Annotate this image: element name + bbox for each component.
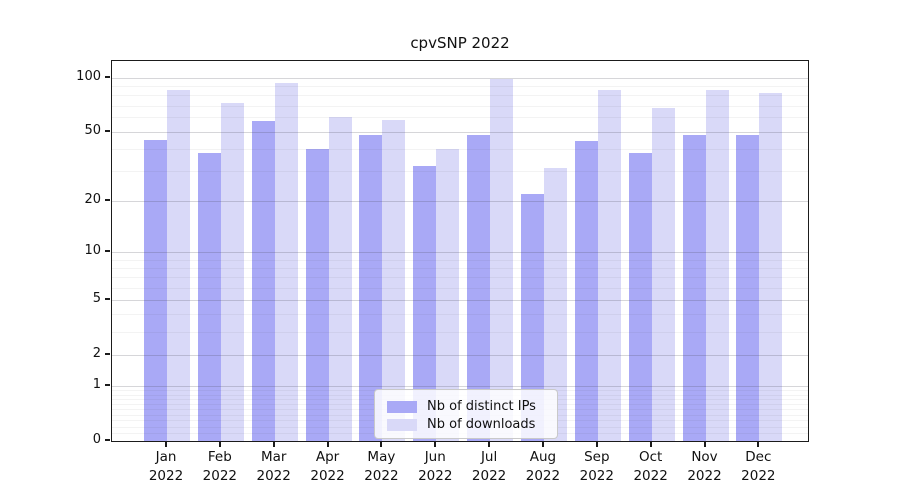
legend-label-distinct-ips: Nb of distinct IPs <box>427 399 536 414</box>
bars-layer <box>112 61 808 441</box>
x-tick-label: Oct 2022 <box>633 449 668 484</box>
y-tick-mark <box>105 352 110 355</box>
bar-downloads-dec <box>759 93 783 441</box>
bar-downloads-jul <box>490 79 514 441</box>
bar-distinct-ips-nov <box>682 134 706 441</box>
x-tick-label: Feb 2022 <box>202 449 238 484</box>
bar-downloads-mar <box>274 82 298 441</box>
x-tick-mark <box>649 442 652 447</box>
x-tick-label: May 2022 <box>364 449 399 484</box>
bar-distinct-ips-oct <box>628 152 652 441</box>
chart-title: cpvSNP 2022 <box>410 34 510 52</box>
legend-row-distinct-ips: Nb of distinct IPs <box>387 398 547 415</box>
x-tick-label: Mar 2022 <box>256 449 291 484</box>
bar-downloads-apr <box>328 117 352 441</box>
bar-downloads-oct <box>651 107 675 441</box>
y-tick-label: 100 <box>76 68 101 84</box>
legend-row-downloads: Nb of downloads <box>387 416 547 433</box>
x-tick-mark <box>488 442 491 447</box>
bar-downloads-may <box>382 120 406 441</box>
x-tick-label: Jul 2022 <box>471 449 507 484</box>
y-tick-mark <box>105 297 110 300</box>
bar-downloads-nov <box>705 89 729 441</box>
y-tick-label: 5 <box>92 290 101 306</box>
x-tick-label: Jun 2022 <box>418 449 453 484</box>
y-tick-label: 1 <box>92 377 101 393</box>
bar-distinct-ips-jan <box>144 139 167 441</box>
x-tick-mark <box>757 442 760 447</box>
bar-distinct-ips-jun <box>413 165 437 441</box>
bar-downloads-feb <box>220 103 244 441</box>
y-tick-label: 20 <box>84 192 101 208</box>
x-tick-mark <box>434 442 437 447</box>
bar-distinct-ips-feb <box>197 152 221 441</box>
bar-distinct-ips-apr <box>305 148 329 441</box>
x-tick-mark <box>272 442 275 447</box>
bar-distinct-ips-jul <box>467 134 491 441</box>
x-tick-mark <box>165 442 167 447</box>
bar-distinct-ips-dec <box>736 134 760 441</box>
y-tick-mark <box>105 75 110 78</box>
x-tick-mark <box>703 442 706 447</box>
y-tick-mark <box>105 250 110 253</box>
y-tick-mark <box>105 439 110 441</box>
y-tick-mark <box>105 199 110 202</box>
x-tick-mark <box>218 442 221 447</box>
x-tick-label: Nov 2022 <box>687 449 722 484</box>
bar-distinct-ips-aug <box>520 194 544 441</box>
x-tick-label: Aug 2022 <box>525 449 561 484</box>
bar-distinct-ips-mar <box>251 121 275 441</box>
y-tick-mark <box>105 384 110 387</box>
bar-downloads-aug <box>543 168 567 441</box>
plot-area <box>111 60 809 442</box>
y-tick-label: 0 <box>92 432 101 447</box>
legend-swatch-distinct-ips-icon <box>387 400 417 413</box>
bar-downloads-jan <box>167 90 190 441</box>
x-tick-label: Dec 2022 <box>741 449 776 484</box>
x-tick-label: Sep 2022 <box>579 449 614 484</box>
bar-downloads-sep <box>597 90 621 441</box>
x-tick-label: Jan 2022 <box>148 449 184 484</box>
y-tick-label: 2 <box>92 345 101 361</box>
legend-label-downloads: Nb of downloads <box>427 417 536 432</box>
bar-downloads-jun <box>436 148 460 441</box>
x-tick-mark <box>541 442 544 447</box>
x-tick-mark <box>595 442 598 447</box>
x-tick-mark <box>326 442 329 447</box>
legend-swatch-downloads-icon <box>387 418 417 431</box>
y-tick-label: 50 <box>84 122 101 138</box>
bar-distinct-ips-may <box>359 134 383 441</box>
x-tick-label: Apr 2022 <box>310 449 345 484</box>
y-tick-label: 10 <box>84 243 101 259</box>
bar-distinct-ips-sep <box>574 141 598 441</box>
legend: Nb of distinct IPs Nb of downloads <box>374 389 558 439</box>
y-tick-mark <box>105 129 110 132</box>
x-tick-mark <box>380 442 383 447</box>
